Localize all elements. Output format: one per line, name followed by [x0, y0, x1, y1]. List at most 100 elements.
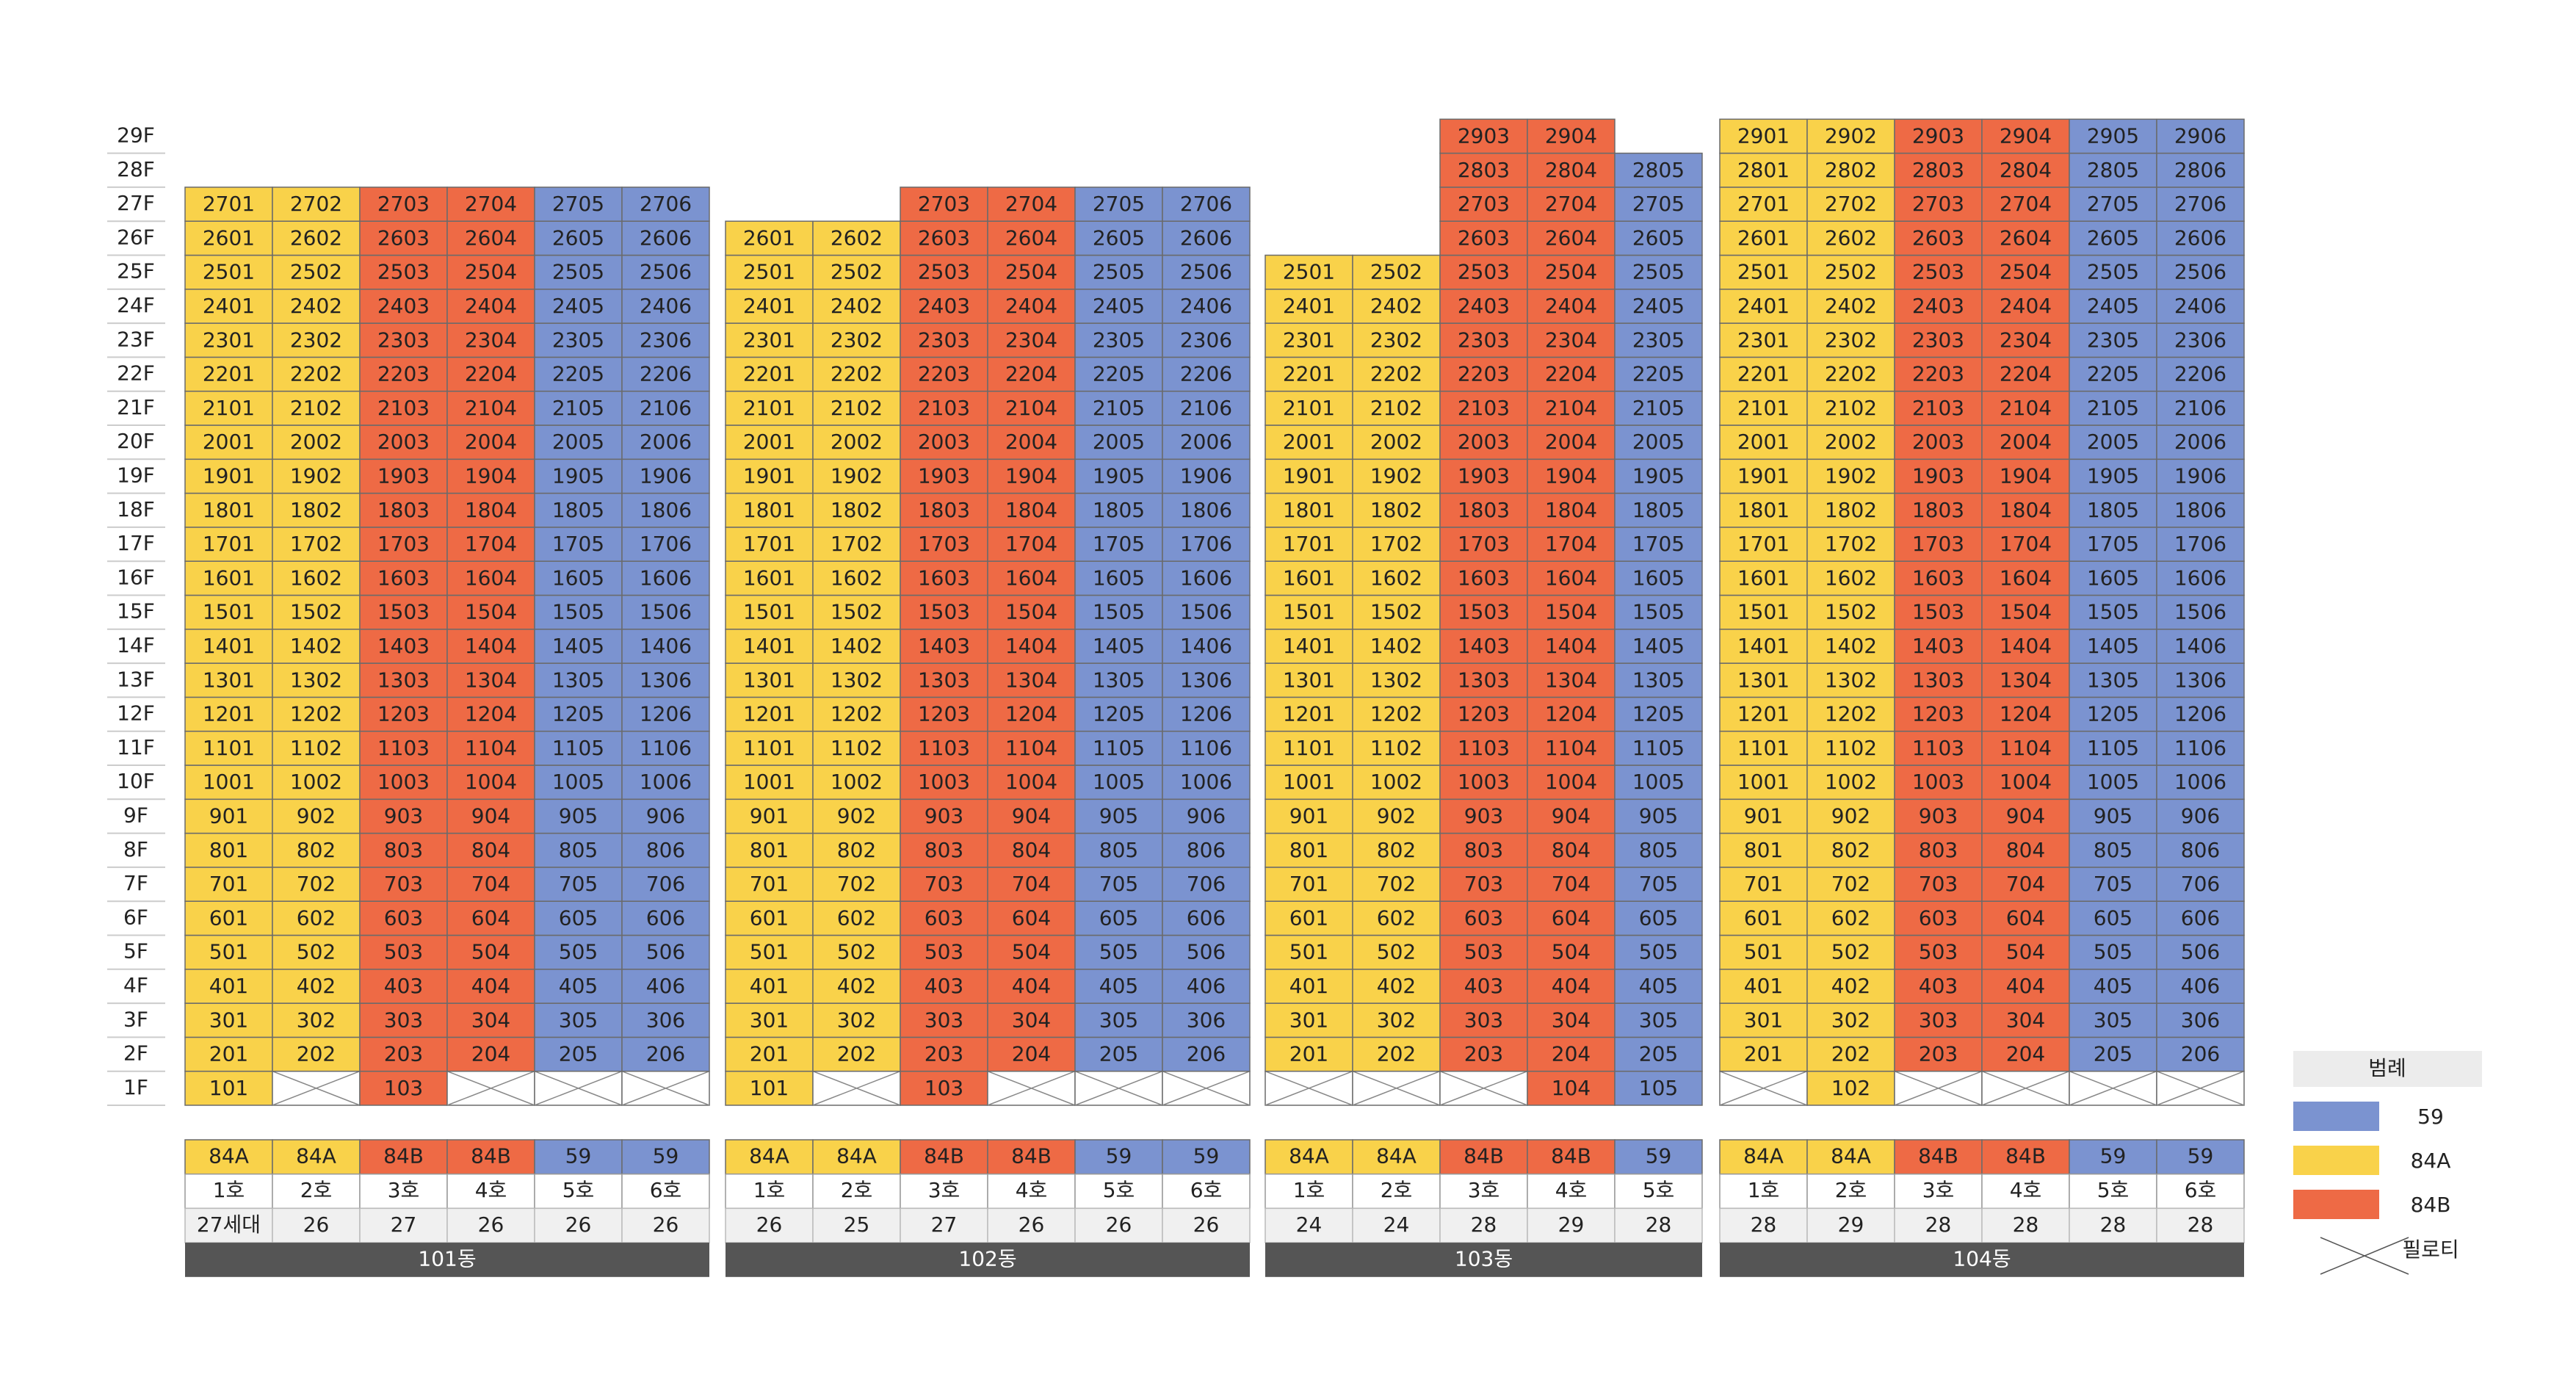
unit-cell: [446, 730, 535, 766]
unit-cell: [1894, 900, 1983, 936]
unit-number: 2005: [2087, 430, 2139, 454]
unit-cell: [1527, 934, 1616, 970]
unit-number: 2101: [1283, 396, 1335, 420]
unit-number: 303: [925, 1008, 963, 1032]
floor-label: 16F: [117, 565, 155, 589]
line-cell: [1439, 1173, 1528, 1210]
unit-cell: [1162, 356, 1251, 392]
unit-cell: [1352, 594, 1441, 630]
unit-number: 2905: [2087, 123, 2139, 148]
unit-number: 2401: [1737, 294, 1790, 318]
unit-cell: [1439, 629, 1528, 664]
unit-cell: [1894, 220, 1983, 256]
unit-number: 2203: [1912, 362, 1964, 386]
unit-number: 2804: [1545, 158, 1597, 182]
unit-number: 2305: [1093, 328, 1145, 352]
count-cell: [1352, 1207, 1441, 1243]
unit-number: 1603: [1458, 565, 1510, 590]
floor-label: 11F: [117, 735, 155, 759]
unit-cell: [1527, 492, 1616, 528]
unit-number: 1204: [1005, 702, 1057, 726]
unit-number: 1801: [743, 498, 795, 522]
unit-number: 2006: [640, 430, 692, 454]
unit-number: 801: [1289, 838, 1328, 862]
type-label: 84A: [1289, 1143, 1329, 1168]
unit-cell: [1719, 1036, 1808, 1072]
unit-number: 102: [1831, 1076, 1870, 1100]
unit-number: 1002: [1370, 770, 1422, 794]
unit-number: 401: [209, 974, 248, 998]
unit-cell: [1894, 730, 1983, 766]
unit-number: 1902: [1825, 463, 1877, 488]
unit-cell: [1439, 390, 1528, 426]
unit-number: 903: [1919, 803, 1958, 828]
unit-number: 1402: [290, 634, 342, 658]
unit-number: 1806: [2174, 498, 2226, 522]
unit-number: 1001: [203, 770, 255, 794]
unit-number: 604: [1012, 906, 1051, 930]
unit-number: 704: [1012, 872, 1051, 896]
unit-cell: [359, 322, 448, 358]
unit-number: 304: [2006, 1008, 2045, 1032]
count-label: 26: [756, 1212, 783, 1237]
unit-number: 2503: [1458, 260, 1510, 284]
unit-cell: [1614, 1002, 1703, 1038]
unit-number: 1404: [1545, 634, 1597, 658]
unit-cell: [1074, 798, 1163, 834]
unit-number: 2703: [1458, 192, 1510, 216]
unit-number: 1403: [1458, 634, 1510, 658]
unit-number: 2101: [743, 396, 795, 420]
unit-cell: [2069, 220, 2157, 256]
unit-cell: [1527, 152, 1616, 188]
floor-label: 28F: [117, 157, 155, 181]
unit-cell: [1806, 322, 1895, 358]
unit-cell: [900, 356, 988, 392]
unit-number: 302: [297, 1008, 336, 1032]
unit-number: 701: [750, 872, 789, 896]
unit-cell: [1265, 765, 1353, 800]
unit-cell: [2069, 934, 2157, 970]
unit-cell: [359, 390, 448, 426]
unit-cell: [1162, 560, 1251, 596]
unit-number: 2704: [1005, 192, 1057, 216]
unit-number: 205: [1099, 1042, 1138, 1066]
line-cell: [1614, 1173, 1703, 1210]
unit-number: 303: [384, 1008, 423, 1032]
unit-number: 1005: [552, 770, 604, 794]
unit-number: 1804: [1545, 498, 1597, 522]
unit-cell: [2069, 152, 2157, 188]
unit-number: 1405: [552, 634, 604, 658]
unit-number: 2306: [640, 328, 692, 352]
unit-number: 1003: [377, 770, 430, 794]
unit-cell: [725, 424, 814, 460]
unit-number: 306: [1187, 1008, 1226, 1032]
unit-number: 1105: [1632, 736, 1685, 760]
unit-number: 305: [2094, 1008, 2132, 1032]
unit-cell: [621, 390, 710, 426]
piloti-cross: [1894, 1071, 1983, 1106]
unit-number: 1801: [1283, 498, 1335, 522]
unit-number: 205: [2094, 1042, 2132, 1066]
unit-number: 1303: [1458, 668, 1510, 692]
unit-number: 1302: [831, 668, 883, 692]
count-cell: [1162, 1207, 1251, 1243]
unit-cell: [1074, 1002, 1163, 1038]
count-cell: [2156, 1207, 2245, 1243]
line-cell: [534, 1173, 623, 1210]
unit-number: 601: [209, 906, 248, 930]
unit-cell: [184, 322, 273, 358]
floor-label: 15F: [117, 599, 155, 623]
unit-number: 2201: [1283, 362, 1335, 386]
unit-number: 2403: [1912, 294, 1964, 318]
unit-cell: [1614, 458, 1703, 494]
unit-cell: [1981, 867, 2070, 902]
legend-label: 59: [2417, 1105, 2444, 1129]
unit-number: 1401: [1283, 634, 1335, 658]
unit-cell: [1074, 458, 1163, 494]
unit-number: 2001: [203, 430, 255, 454]
unit-number: 2502: [1370, 260, 1422, 284]
unit-cell: [725, 322, 814, 358]
unit-cell: [621, 458, 710, 494]
count-cell: [1527, 1207, 1616, 1243]
unit-number: 1204: [2000, 702, 2052, 726]
